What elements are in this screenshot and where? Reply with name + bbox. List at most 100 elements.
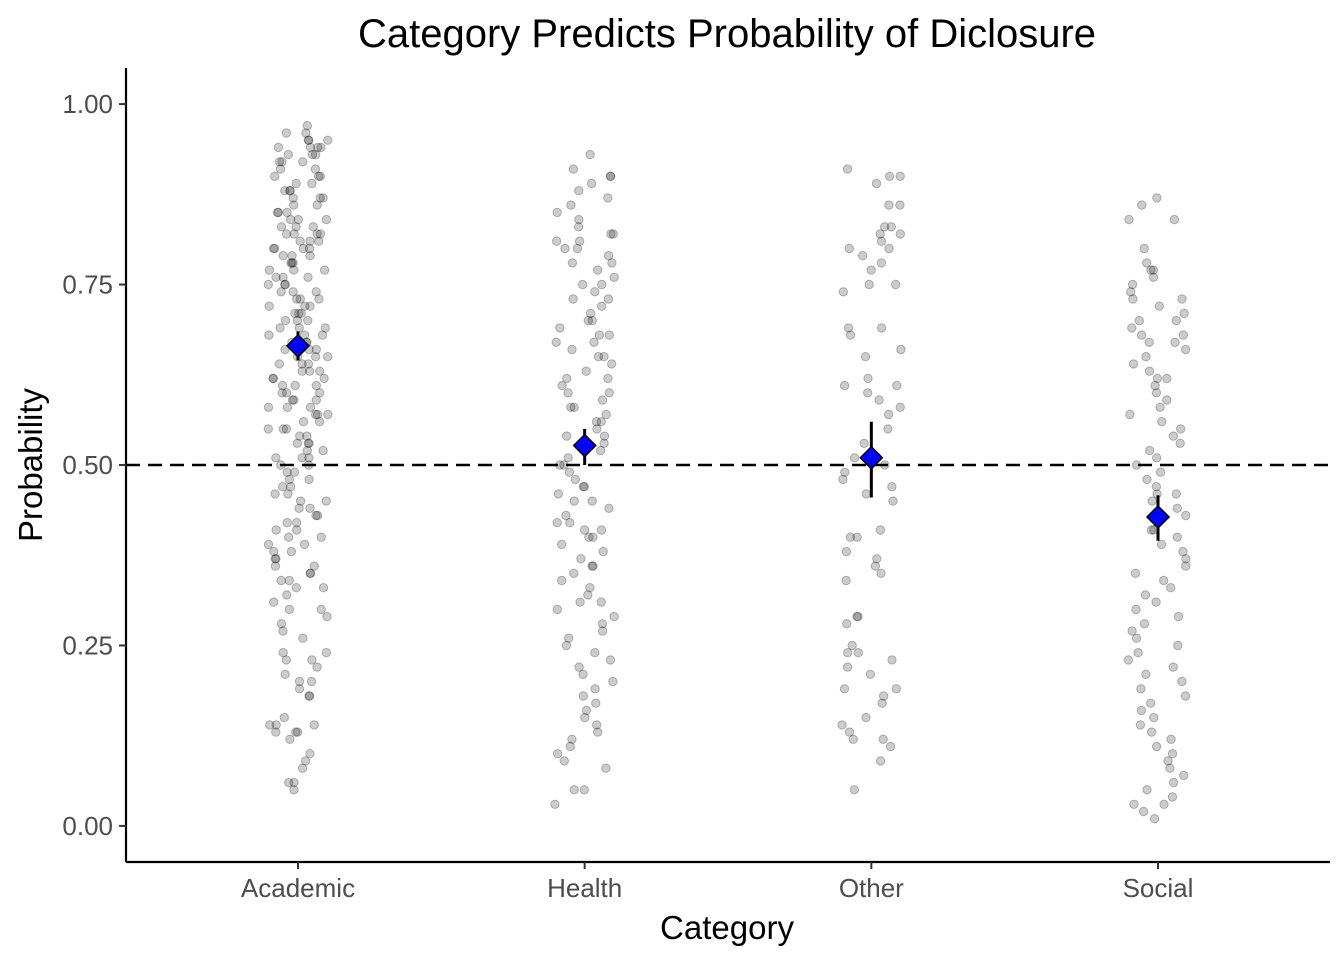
data-point-other: [853, 648, 863, 658]
data-point-academic: [280, 279, 290, 290]
data-point-academic: [281, 424, 292, 434]
data-point-health: [557, 575, 567, 586]
data-point-health: [597, 626, 608, 636]
x-axis-title: Category: [660, 909, 794, 946]
data-point-social: [1152, 373, 1163, 384]
data-point-health: [561, 431, 572, 441]
data-point-academic: [312, 200, 322, 210]
data-point-academic: [313, 142, 323, 153]
data-point-academic: [292, 438, 302, 448]
data-point-health: [603, 373, 613, 384]
data-point-health: [565, 518, 575, 528]
y-tick-label: 0.50: [62, 450, 113, 480]
data-point-social: [1177, 676, 1187, 687]
data-point-other: [879, 222, 890, 232]
data-point-health: [579, 785, 589, 795]
data-point-health: [573, 222, 584, 232]
data-point-academic: [297, 763, 308, 773]
data-point-academic: [319, 373, 329, 384]
data-point-academic: [284, 604, 295, 615]
data-point-social: [1171, 489, 1182, 499]
data-point-academic: [275, 323, 285, 333]
data-point-academic: [304, 474, 314, 485]
data-point-academic: [312, 510, 323, 521]
data-point-social: [1181, 510, 1191, 521]
data-point-academic: [265, 720, 275, 730]
data-point-other: [876, 236, 887, 246]
data-point-academic: [292, 518, 302, 528]
data-point-academic: [264, 330, 274, 340]
data-point-academic: [292, 315, 302, 326]
data-point-health: [593, 352, 604, 362]
data-point-academic: [318, 583, 329, 593]
data-point-academic: [314, 294, 324, 304]
data-point-academic: [298, 417, 309, 427]
axes: 0.00 0.25 0.50 0.75 1.00 Academic Health Other S…: [62, 68, 1330, 903]
data-point-health: [588, 532, 598, 542]
data-point-academic: [311, 409, 321, 420]
data-point-academic: [297, 453, 307, 463]
data-point-health: [603, 251, 614, 261]
data-point-academic: [289, 395, 299, 405]
y-tick-label: 1.00: [62, 89, 113, 119]
data-point-social: [1140, 590, 1151, 600]
data-point-academic: [292, 294, 302, 304]
data-point-academic: [283, 489, 293, 499]
data-point-other: [848, 734, 858, 744]
data-point-health: [591, 698, 601, 708]
data-point-academic: [285, 482, 296, 492]
data-point-academic: [323, 409, 333, 420]
data-point-other: [863, 373, 873, 384]
data-point-other: [883, 424, 893, 434]
data-point-health: [552, 207, 562, 218]
data-point-other: [864, 279, 874, 290]
data-point-academic: [304, 135, 314, 145]
data-point-other: [871, 178, 882, 189]
data-point-social: [1168, 662, 1178, 672]
data-point-academic: [303, 359, 314, 369]
data-point-health: [596, 597, 606, 607]
data-point-social: [1142, 474, 1152, 485]
data-point-academic: [275, 164, 286, 174]
data-point-social: [1179, 770, 1189, 781]
data-point-social: [1165, 763, 1175, 773]
data-point-social: [1142, 785, 1152, 795]
data-point-social: [1175, 438, 1185, 448]
data-point-health: [578, 279, 588, 290]
data-point-other: [845, 532, 856, 542]
data-point-health: [586, 178, 597, 189]
data-point-academic: [304, 366, 315, 376]
data-point-other: [887, 482, 897, 492]
data-point-academic: [294, 323, 304, 333]
data-point-academic: [289, 200, 299, 210]
data-point-social: [1136, 330, 1147, 340]
data-point-academic: [287, 258, 297, 268]
data-point-academic: [301, 128, 311, 138]
data-point-academic: [282, 207, 292, 218]
data-point-academic: [268, 243, 279, 254]
data-point-academic: [283, 149, 293, 160]
data-point-social: [1148, 265, 1159, 275]
data-point-academic: [310, 164, 320, 174]
data-point-academic: [321, 648, 332, 658]
data-point-other: [888, 496, 898, 506]
data-point-social: [1172, 532, 1183, 542]
data-point-other: [876, 258, 887, 268]
data-point-academic: [278, 424, 288, 434]
data-point-other: [872, 554, 882, 564]
data-point-social: [1166, 734, 1176, 744]
data-point-health: [553, 489, 564, 499]
data-point-health: [581, 366, 591, 376]
data-point-health: [596, 417, 606, 427]
data-point-academic: [280, 344, 290, 355]
data-point-academic: [276, 222, 287, 232]
data-point-academic: [289, 467, 300, 477]
data-point-other: [839, 684, 850, 694]
data-point-health: [603, 294, 614, 304]
data-point-academic: [285, 214, 296, 225]
data-point-academic: [308, 222, 318, 232]
data-point-academic: [271, 720, 281, 730]
data-point-other: [878, 691, 889, 701]
data-point-academic: [287, 251, 297, 261]
x-tick-label: Social: [1123, 873, 1194, 903]
